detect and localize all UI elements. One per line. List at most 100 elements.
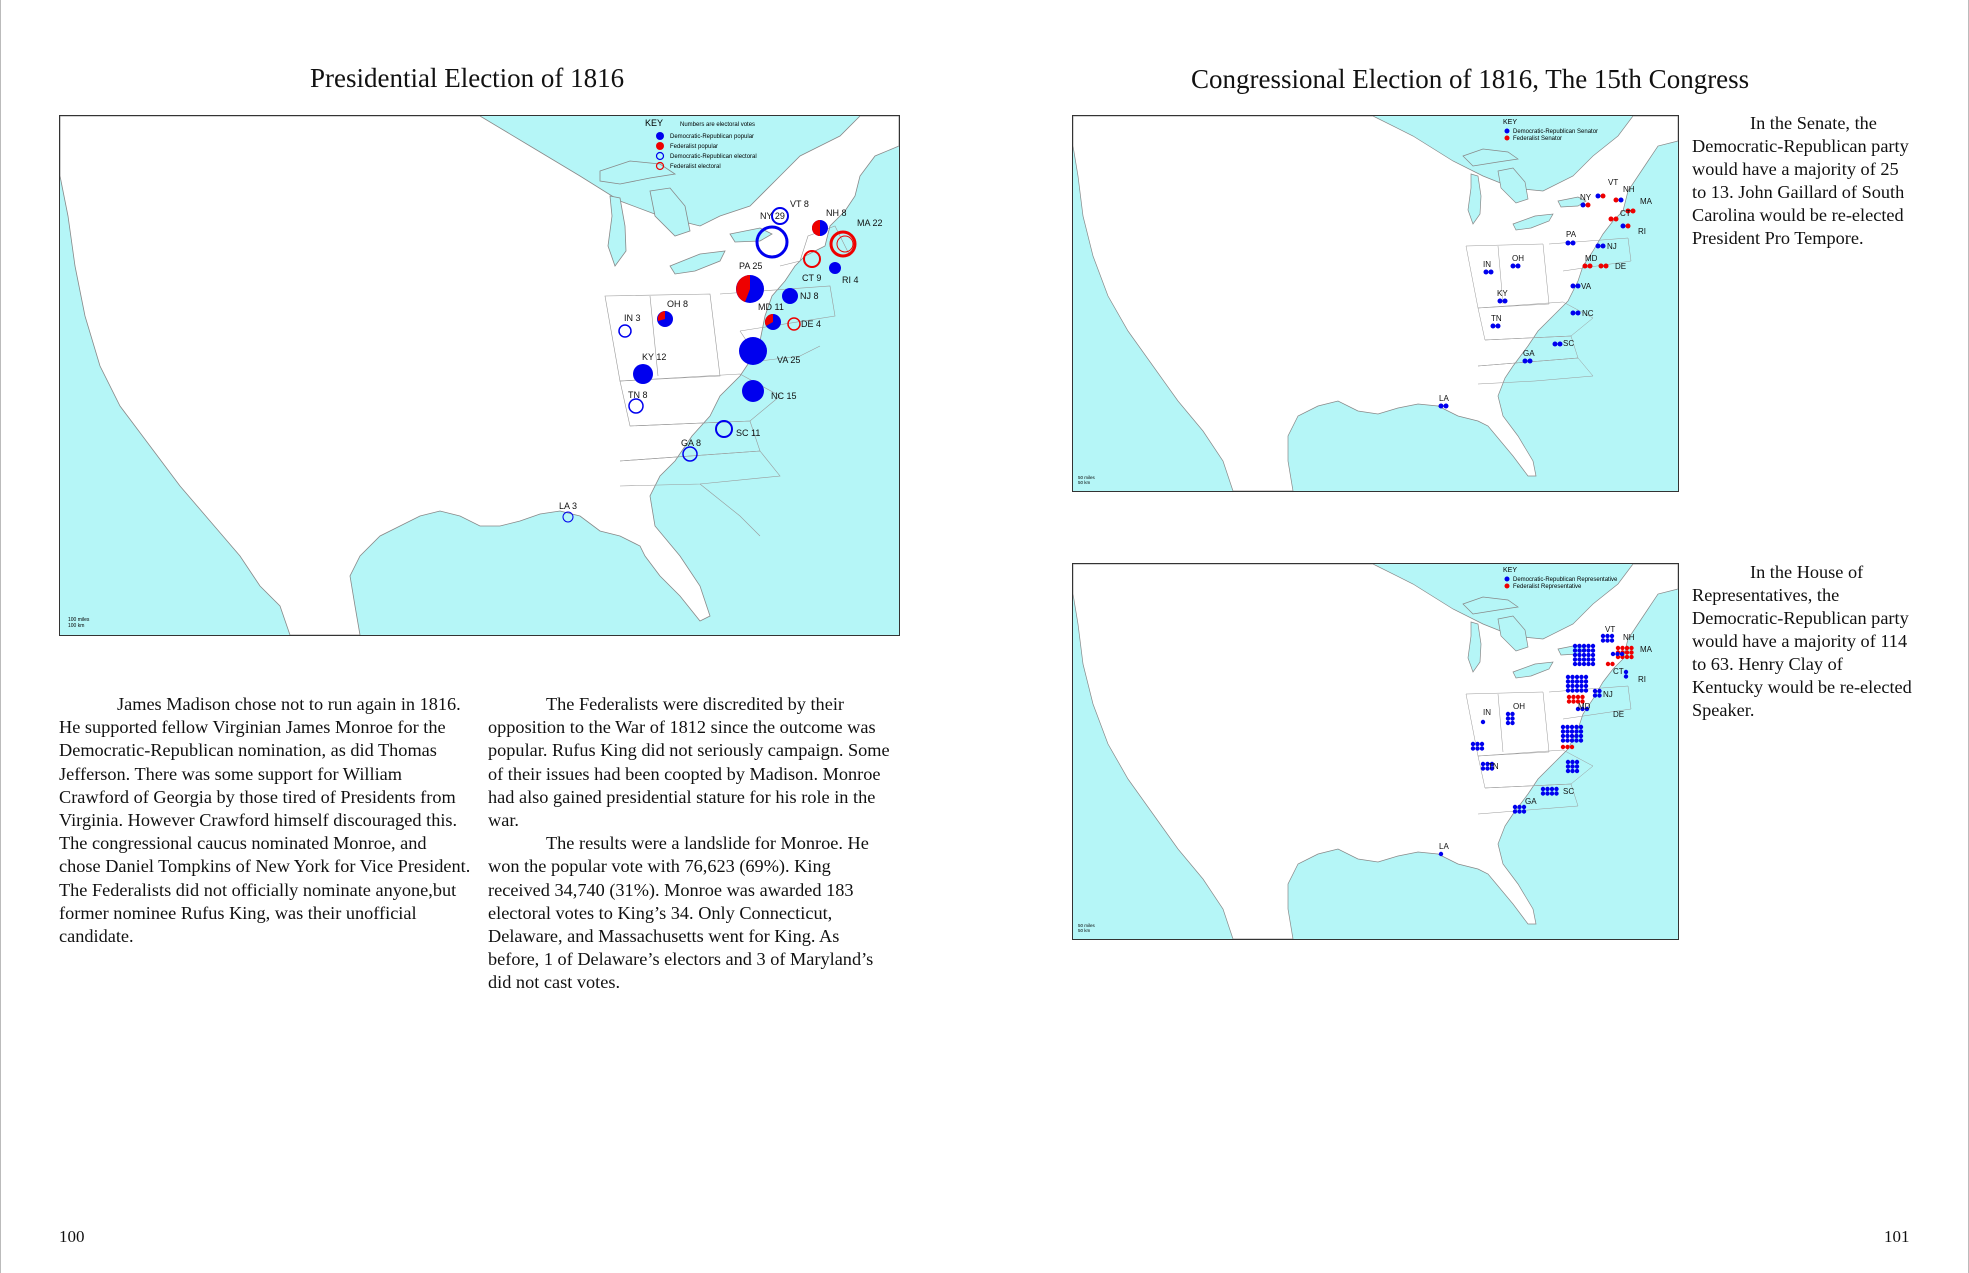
- house-dots: [1438, 633, 1634, 857]
- label-la: LA 3: [559, 501, 577, 511]
- label-nj: NJ 8: [800, 291, 819, 301]
- senate-summary: In the Senate, the Democratic-Republican…: [1692, 112, 1914, 250]
- lake-huron: [1497, 167, 1529, 204]
- md-popular-fed-slice: [764, 313, 773, 326]
- label-md: MD 11: [758, 302, 784, 312]
- label-ri: RI: [1638, 227, 1646, 236]
- in-electoral-circle: [618, 324, 632, 338]
- house-map-graphic: KEY Democratic-Republican Representative…: [1073, 564, 1678, 939]
- label-sc: SC: [1563, 339, 1574, 348]
- nj-popular-circle: [782, 288, 798, 304]
- label-oh: OH: [1513, 702, 1525, 711]
- legend-fed-electoral-label: Federalist electoral: [670, 164, 721, 170]
- tn-electoral-circle: [628, 398, 644, 414]
- left-page: Presidential Election of 1816: [0, 0, 984, 1273]
- legend-dr-rep-label: Democratic-Republican Representative: [1513, 577, 1618, 583]
- legend-dr-electoral-label: Democratic-Republican electoral: [670, 154, 757, 160]
- label-ny: NY 29: [760, 211, 785, 221]
- legend-fed-senator-label: Federalist Senator: [1513, 136, 1562, 142]
- senate-map-graphic: KEY Democratic-Republican Senator Federa…: [1073, 116, 1678, 491]
- north-america-land: [1073, 564, 1678, 939]
- ky-popular-circle: [633, 364, 653, 384]
- label-nj: NJ: [1607, 242, 1617, 251]
- page-title: Congressional Election of 1816, The 15th…: [1191, 64, 1750, 94]
- legend-dr-popular-marker: [656, 132, 664, 140]
- legend-dr-senator-label: Democratic-Republican Senator: [1513, 129, 1598, 135]
- label-in: IN 3: [624, 313, 641, 323]
- lake-erie: [669, 250, 726, 275]
- page-number: 100: [59, 1227, 85, 1246]
- label-sc: SC 11: [736, 428, 760, 438]
- label-de: DE: [1615, 262, 1626, 271]
- label-nc: NC 15: [771, 391, 797, 401]
- label-va: VA: [1581, 282, 1592, 291]
- state-labels: VT 8 NY 29 NH 8 MA 22 RI 4 CT 9 PA 25 NJ…: [559, 199, 883, 511]
- state-labels: VT NH MA CT RI NJ OH IN MD DE TN GA SC L…: [1439, 625, 1653, 851]
- legend-key-note: Numbers are electoral votes: [680, 122, 755, 128]
- label-ga: GA: [1525, 797, 1537, 806]
- label-vt: VT 8: [790, 199, 809, 209]
- legend-dr-electoral-marker: [655, 151, 665, 161]
- electoral-markers: [562, 207, 857, 523]
- paragraph: In the Senate, the Democratic-Republican…: [1692, 113, 1909, 248]
- nc-popular-circle: [742, 380, 764, 402]
- label-md: MD: [1585, 254, 1598, 263]
- label-ma: MA: [1640, 197, 1653, 206]
- label-tn: TN 8: [628, 390, 648, 400]
- text-column-2: The Federalists were discredited by thei…: [488, 693, 893, 995]
- legend-fed-rep-marker: [1504, 583, 1510, 589]
- label-la: LA: [1439, 842, 1449, 851]
- presidential-map-legend: KEY Numbers are electoral votes Democrat…: [645, 118, 757, 171]
- la-electoral-circle: [562, 511, 574, 523]
- ri-popular-circle: [829, 262, 841, 274]
- legend-key-title: KEY: [1503, 567, 1517, 574]
- label-nc: NC: [1582, 309, 1594, 318]
- ma-electoral-circle: [829, 230, 857, 258]
- senate-map-legend: KEY Democratic-Republican Senator Federa…: [1503, 119, 1598, 142]
- label-ri: RI: [1638, 675, 1646, 684]
- de-electoral-circle: [787, 317, 801, 331]
- scale-km: 100 km: [68, 623, 84, 629]
- legend-fed-electoral-marker: [655, 161, 665, 171]
- label-tn: TN: [1491, 314, 1502, 323]
- legend-fed-popular-label: Federalist popular: [670, 144, 718, 150]
- label-de: DE 4: [801, 319, 821, 329]
- label-ny: NY: [1580, 193, 1592, 202]
- label-ct: CT 9: [802, 273, 821, 283]
- legend-dr-rep-marker: [1504, 576, 1510, 582]
- va-popular-circle: [739, 337, 767, 365]
- scale-miles: 50 miles: [1078, 923, 1096, 928]
- scale-km: 50 km: [1078, 928, 1091, 933]
- label-pa: PA: [1566, 230, 1577, 239]
- state-boundaries: [1465, 685, 1632, 815]
- ma-popular-ring: [836, 235, 854, 253]
- label-in: IN: [1483, 708, 1491, 717]
- lake-superior: [1462, 596, 1519, 615]
- scale-miles: 100 miles: [68, 617, 90, 623]
- label-vt: VT: [1605, 625, 1615, 634]
- paragraph: In the House of Representatives, the Dem…: [1692, 562, 1912, 720]
- label-oh: OH: [1512, 254, 1524, 263]
- scale-miles: 50 miles: [1078, 475, 1096, 480]
- label-ct: CT: [1613, 667, 1624, 676]
- right-page: Congressional Election of 1816, The 15th…: [984, 0, 1969, 1273]
- lake-huron: [649, 187, 691, 237]
- house-summary: In the House of Representatives, the Dem…: [1692, 561, 1914, 722]
- state-boundaries: [1465, 237, 1632, 385]
- label-ga: GA 8: [681, 438, 701, 448]
- house-map: KEY Democratic-Republican Representative…: [1072, 563, 1679, 940]
- label-oh: OH 8: [667, 299, 688, 309]
- presidential-map-graphic: KEY Numbers are electoral votes Democrat…: [60, 116, 899, 635]
- legend-fed-senator-marker: [1504, 135, 1510, 141]
- text-column-1: James Madison chose not to run again in …: [59, 693, 471, 948]
- left-page-edge: [0, 0, 1, 1273]
- label-ma: MA 22: [857, 218, 883, 228]
- label-md: MD: [1578, 702, 1591, 711]
- north-america-land: [1073, 116, 1678, 491]
- lake-erie: [1512, 661, 1554, 679]
- label-in: IN: [1483, 260, 1491, 269]
- state-labels: VT NH NY MA CT RI PA NJ MD DE IN OH VA K…: [1439, 178, 1653, 403]
- page-title: Presidential Election of 1816: [310, 63, 625, 93]
- ga-electoral-circle: [682, 446, 698, 462]
- house-map-legend: KEY Democratic-Republican Representative…: [1503, 567, 1618, 590]
